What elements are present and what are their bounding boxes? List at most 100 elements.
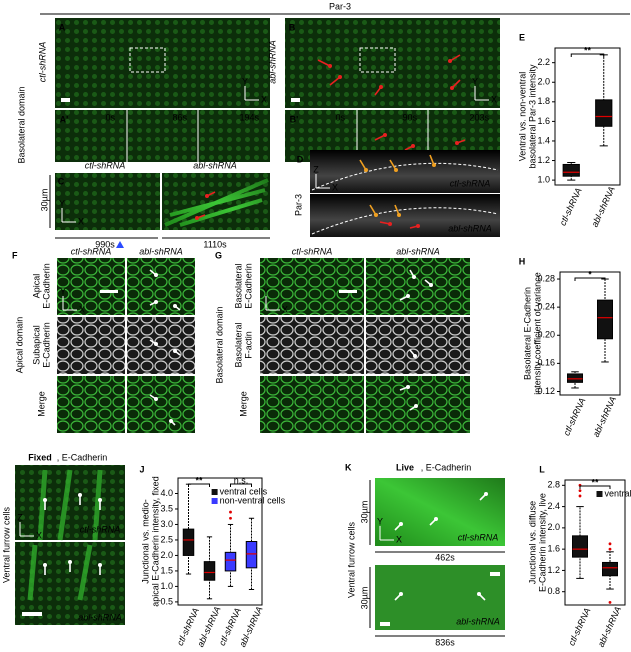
scale-bar <box>61 98 70 102</box>
arrow-head <box>374 213 378 217</box>
axis-glyph-label: Y <box>377 516 383 526</box>
row-label: Apical domain <box>14 317 24 374</box>
micrograph <box>55 18 270 108</box>
legend-swatch <box>596 491 603 497</box>
micrograph <box>57 376 125 433</box>
significance: ** <box>591 477 599 487</box>
outlier <box>608 547 612 551</box>
y-tick-label: 1.6 <box>537 116 550 126</box>
condition: abl-shRNA <box>396 246 440 256</box>
streaks <box>164 178 269 227</box>
arrow-head <box>379 85 383 89</box>
arrow <box>329 76 341 86</box>
arrow-head <box>364 168 368 172</box>
y-tick-label: 1.6 <box>547 544 560 554</box>
x-tick-label: abl-shRNA <box>596 605 623 649</box>
y-tick-label: 3.0 <box>160 519 173 529</box>
y-tick-label: 2.8 <box>547 480 560 490</box>
arrow <box>317 59 331 67</box>
time-label: 0s <box>335 112 345 122</box>
axis-glyph-label: Y <box>59 198 65 208</box>
row-stain: F-actin <box>243 331 253 359</box>
scale-bar <box>291 98 300 102</box>
x-tick-label: ctl-shRNA <box>561 396 587 437</box>
micrograph <box>55 173 160 230</box>
arrow-head <box>397 213 401 217</box>
condition: ctl-shRNA <box>292 246 333 256</box>
scale-bar <box>22 612 42 616</box>
outlier <box>578 489 582 493</box>
y-tick-label: 2.4 <box>547 501 560 511</box>
box <box>597 299 613 340</box>
scale-bar <box>100 290 118 293</box>
panel-letter: F <box>12 250 18 260</box>
arrow-head <box>448 59 452 63</box>
axis-glyph-label: X <box>282 304 288 314</box>
scale-bar <box>490 572 500 576</box>
arrow-head <box>154 342 158 346</box>
y-axis-label: basolateral Par-3 intensity <box>527 64 537 169</box>
legend-label: ventral cells <box>605 488 631 498</box>
significance: n.s. <box>234 475 249 485</box>
plot-frame <box>554 47 621 186</box>
arrow-head <box>416 224 420 228</box>
significance-bracket <box>570 53 605 57</box>
condition: ctl-shRNA <box>80 524 121 534</box>
scale-label: 30µm <box>39 189 49 212</box>
y-tick-label: 4.0 <box>160 488 173 498</box>
panel-letter: K <box>345 462 352 472</box>
y-tick-label: 0.24 <box>537 302 555 312</box>
arrow-head <box>429 283 433 287</box>
arrow-head <box>406 385 410 389</box>
arrow-head <box>414 404 418 408</box>
panel-letter: A' <box>60 114 69 124</box>
box <box>203 561 216 581</box>
y-tick-label: 1.8 <box>537 96 550 106</box>
row-label: Basolateral domain <box>16 86 26 163</box>
arrow-head <box>154 300 158 304</box>
panel-letter: E <box>519 32 525 42</box>
y-tick-label: 2.0 <box>547 522 560 532</box>
scale-label: 30µm <box>359 501 369 524</box>
panel-title: Fixed <box>28 452 52 462</box>
axis-glyph-label: Z <box>17 512 23 522</box>
significance: ** <box>195 475 203 485</box>
condition: ctl-shRNA <box>450 178 491 188</box>
significance-bracket <box>574 277 606 281</box>
arrow-head <box>388 222 392 226</box>
row-label: Ventral furrow cells <box>1 506 11 583</box>
arrow-head <box>169 419 173 423</box>
row-label: Ventral furrow cells <box>346 521 356 598</box>
duration: 1110s <box>203 239 227 249</box>
arrow-head <box>450 86 454 90</box>
box <box>562 163 580 177</box>
arrow-head <box>399 592 403 596</box>
arrow-head <box>173 349 177 353</box>
panel-letter: L <box>539 464 545 474</box>
arrow-head <box>412 275 416 279</box>
y-tick-label: 1.2 <box>537 155 550 165</box>
arrow-head <box>98 563 102 567</box>
axis-glyph-label: Y <box>242 76 248 86</box>
x-tick-label: abl-shRNA <box>589 185 616 229</box>
y-tick-label: 2.0 <box>537 77 550 87</box>
outlier <box>608 600 612 604</box>
arrow-head <box>399 522 403 526</box>
x-tick-label: abl-shRNA <box>591 395 618 439</box>
scale-label: 30µm <box>359 587 369 610</box>
axis-glyph-label: X <box>36 530 42 540</box>
y-tick-label: 0.5 <box>160 596 173 606</box>
arrow-head <box>394 168 398 172</box>
y-axis-label: Basolateral E-Cadherin <box>522 287 532 380</box>
box <box>595 99 613 127</box>
time-label: 0s <box>105 112 115 122</box>
streaks <box>27 469 103 601</box>
y-axis-label: Junctional vs. medio- <box>140 499 150 584</box>
arrow-head <box>383 133 387 137</box>
condition: ctl-shRNA <box>37 42 47 83</box>
condition: abl-shRNA <box>267 40 277 84</box>
box <box>602 561 618 577</box>
duration: 836s <box>435 637 455 647</box>
arrow-head <box>432 163 436 167</box>
